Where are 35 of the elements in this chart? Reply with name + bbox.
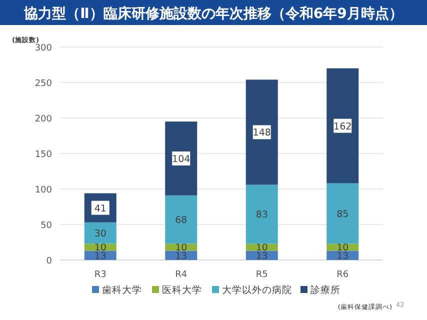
x-tick-label: R4 xyxy=(175,270,188,280)
legend-label: 大学以外の病院 xyxy=(222,284,292,296)
x-tick-label: R5 xyxy=(256,270,268,280)
y-tick-label: 50 xyxy=(40,221,52,231)
bar xyxy=(246,184,278,244)
chart-title: 協力型（Ⅱ）臨床研修施設数の年次推移（令和6年9月時点） xyxy=(23,5,403,22)
legend-label: 歯科大学 xyxy=(102,284,142,296)
bar xyxy=(84,222,116,244)
data-label: 68 xyxy=(175,215,188,226)
data-label: 104 xyxy=(172,154,190,165)
data-label: 83 xyxy=(256,210,268,221)
x-tick-label: R3 xyxy=(94,270,106,280)
bar xyxy=(246,80,278,185)
y-tick-label: 150 xyxy=(34,150,52,160)
y-tick-label: 100 xyxy=(34,186,52,196)
legend-label: 医科大学 xyxy=(162,284,202,296)
data-label: 148 xyxy=(252,128,271,139)
bar xyxy=(326,68,359,184)
data-label: 41 xyxy=(94,203,106,214)
bar xyxy=(165,122,198,196)
bar xyxy=(165,195,198,244)
data-label: 30 xyxy=(94,228,106,240)
y-tick-label: 0 xyxy=(46,256,52,266)
data-label: 13 xyxy=(175,250,188,262)
y-tick-label: 200 xyxy=(34,114,52,124)
bar xyxy=(326,183,359,244)
data-label: 13 xyxy=(94,250,106,262)
data-label: 85 xyxy=(336,208,349,220)
y-tick-label: 300 xyxy=(34,44,52,54)
data-label: 162 xyxy=(334,121,352,132)
x-tick-label: R6 xyxy=(336,270,349,280)
data-label: 13 xyxy=(336,250,349,262)
legend-label: 診療所 xyxy=(310,284,340,296)
data-label: 13 xyxy=(256,250,268,262)
y-tick-label: 250 xyxy=(34,79,52,89)
